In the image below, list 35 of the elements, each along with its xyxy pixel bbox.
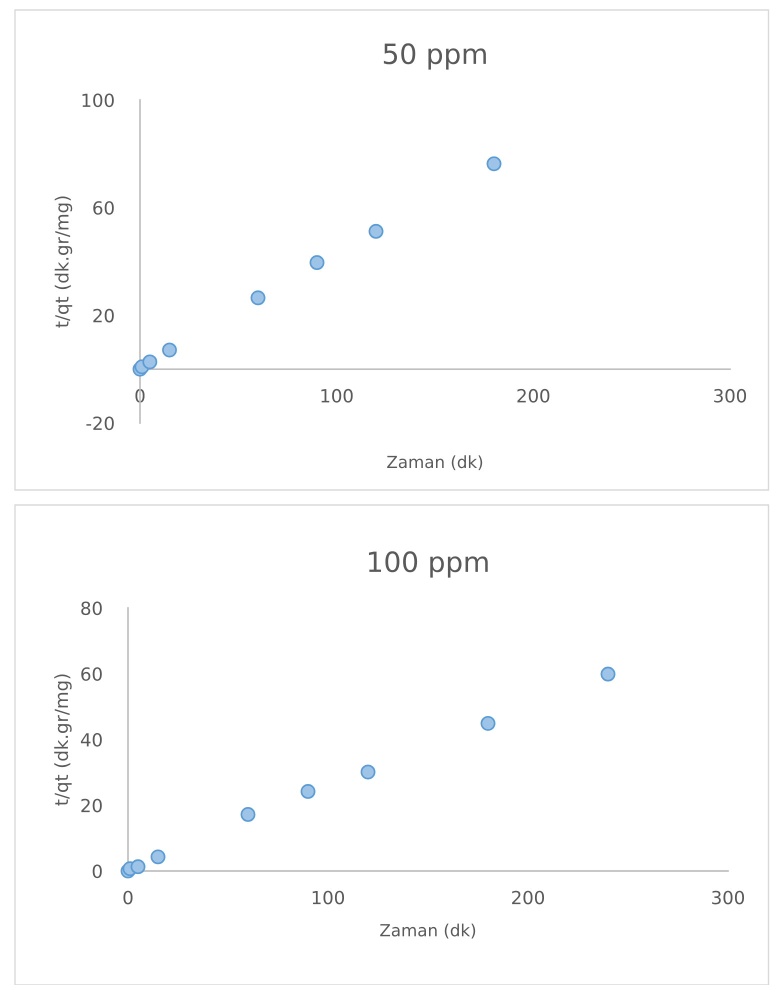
x-tick-label: 300 [712, 890, 744, 904]
point [360, 764, 376, 780]
y-tick-label: -20 [86, 416, 114, 430]
point [368, 224, 384, 239]
y-tick-label: 0 [92, 864, 102, 878]
point [240, 807, 256, 822]
x-tick-label: 100 [321, 388, 353, 403]
point [162, 342, 177, 358]
y-tick-label: 60 [81, 667, 102, 681]
point [142, 354, 158, 370]
y-tick-label: 40 [80, 732, 102, 747]
x-tick-label: 200 [517, 388, 550, 403]
point [600, 666, 616, 682]
y-axis-title: t/qt (dk.gr/mg) [54, 674, 72, 806]
x-axis-title: Zaman (dk) [380, 924, 476, 938]
point [300, 784, 316, 799]
x-tick-label: 200 [512, 890, 544, 904]
y-tick-label: 80 [81, 601, 102, 616]
point [150, 849, 166, 864]
y-tick-label: 100 [82, 93, 114, 108]
y-tick-label: 60 [93, 201, 114, 215]
x-tick-label: 0 [123, 890, 133, 904]
point [250, 290, 266, 306]
y-tick-label: 20 [93, 308, 114, 322]
chart-title: 50 ppm [384, 43, 486, 70]
x-tick-label: 300 [714, 388, 746, 403]
x-tick-label: 100 [312, 890, 344, 904]
y-tick-label: 20 [81, 798, 102, 812]
point [310, 255, 324, 270]
y-axis-title: t/qt (dk.gr/mg) [54, 196, 72, 328]
point [486, 156, 502, 172]
x-axis-title: Zaman (dk) [387, 455, 482, 470]
chart-title: 100 ppm [368, 551, 488, 578]
point [480, 716, 496, 731]
point [130, 859, 146, 874]
